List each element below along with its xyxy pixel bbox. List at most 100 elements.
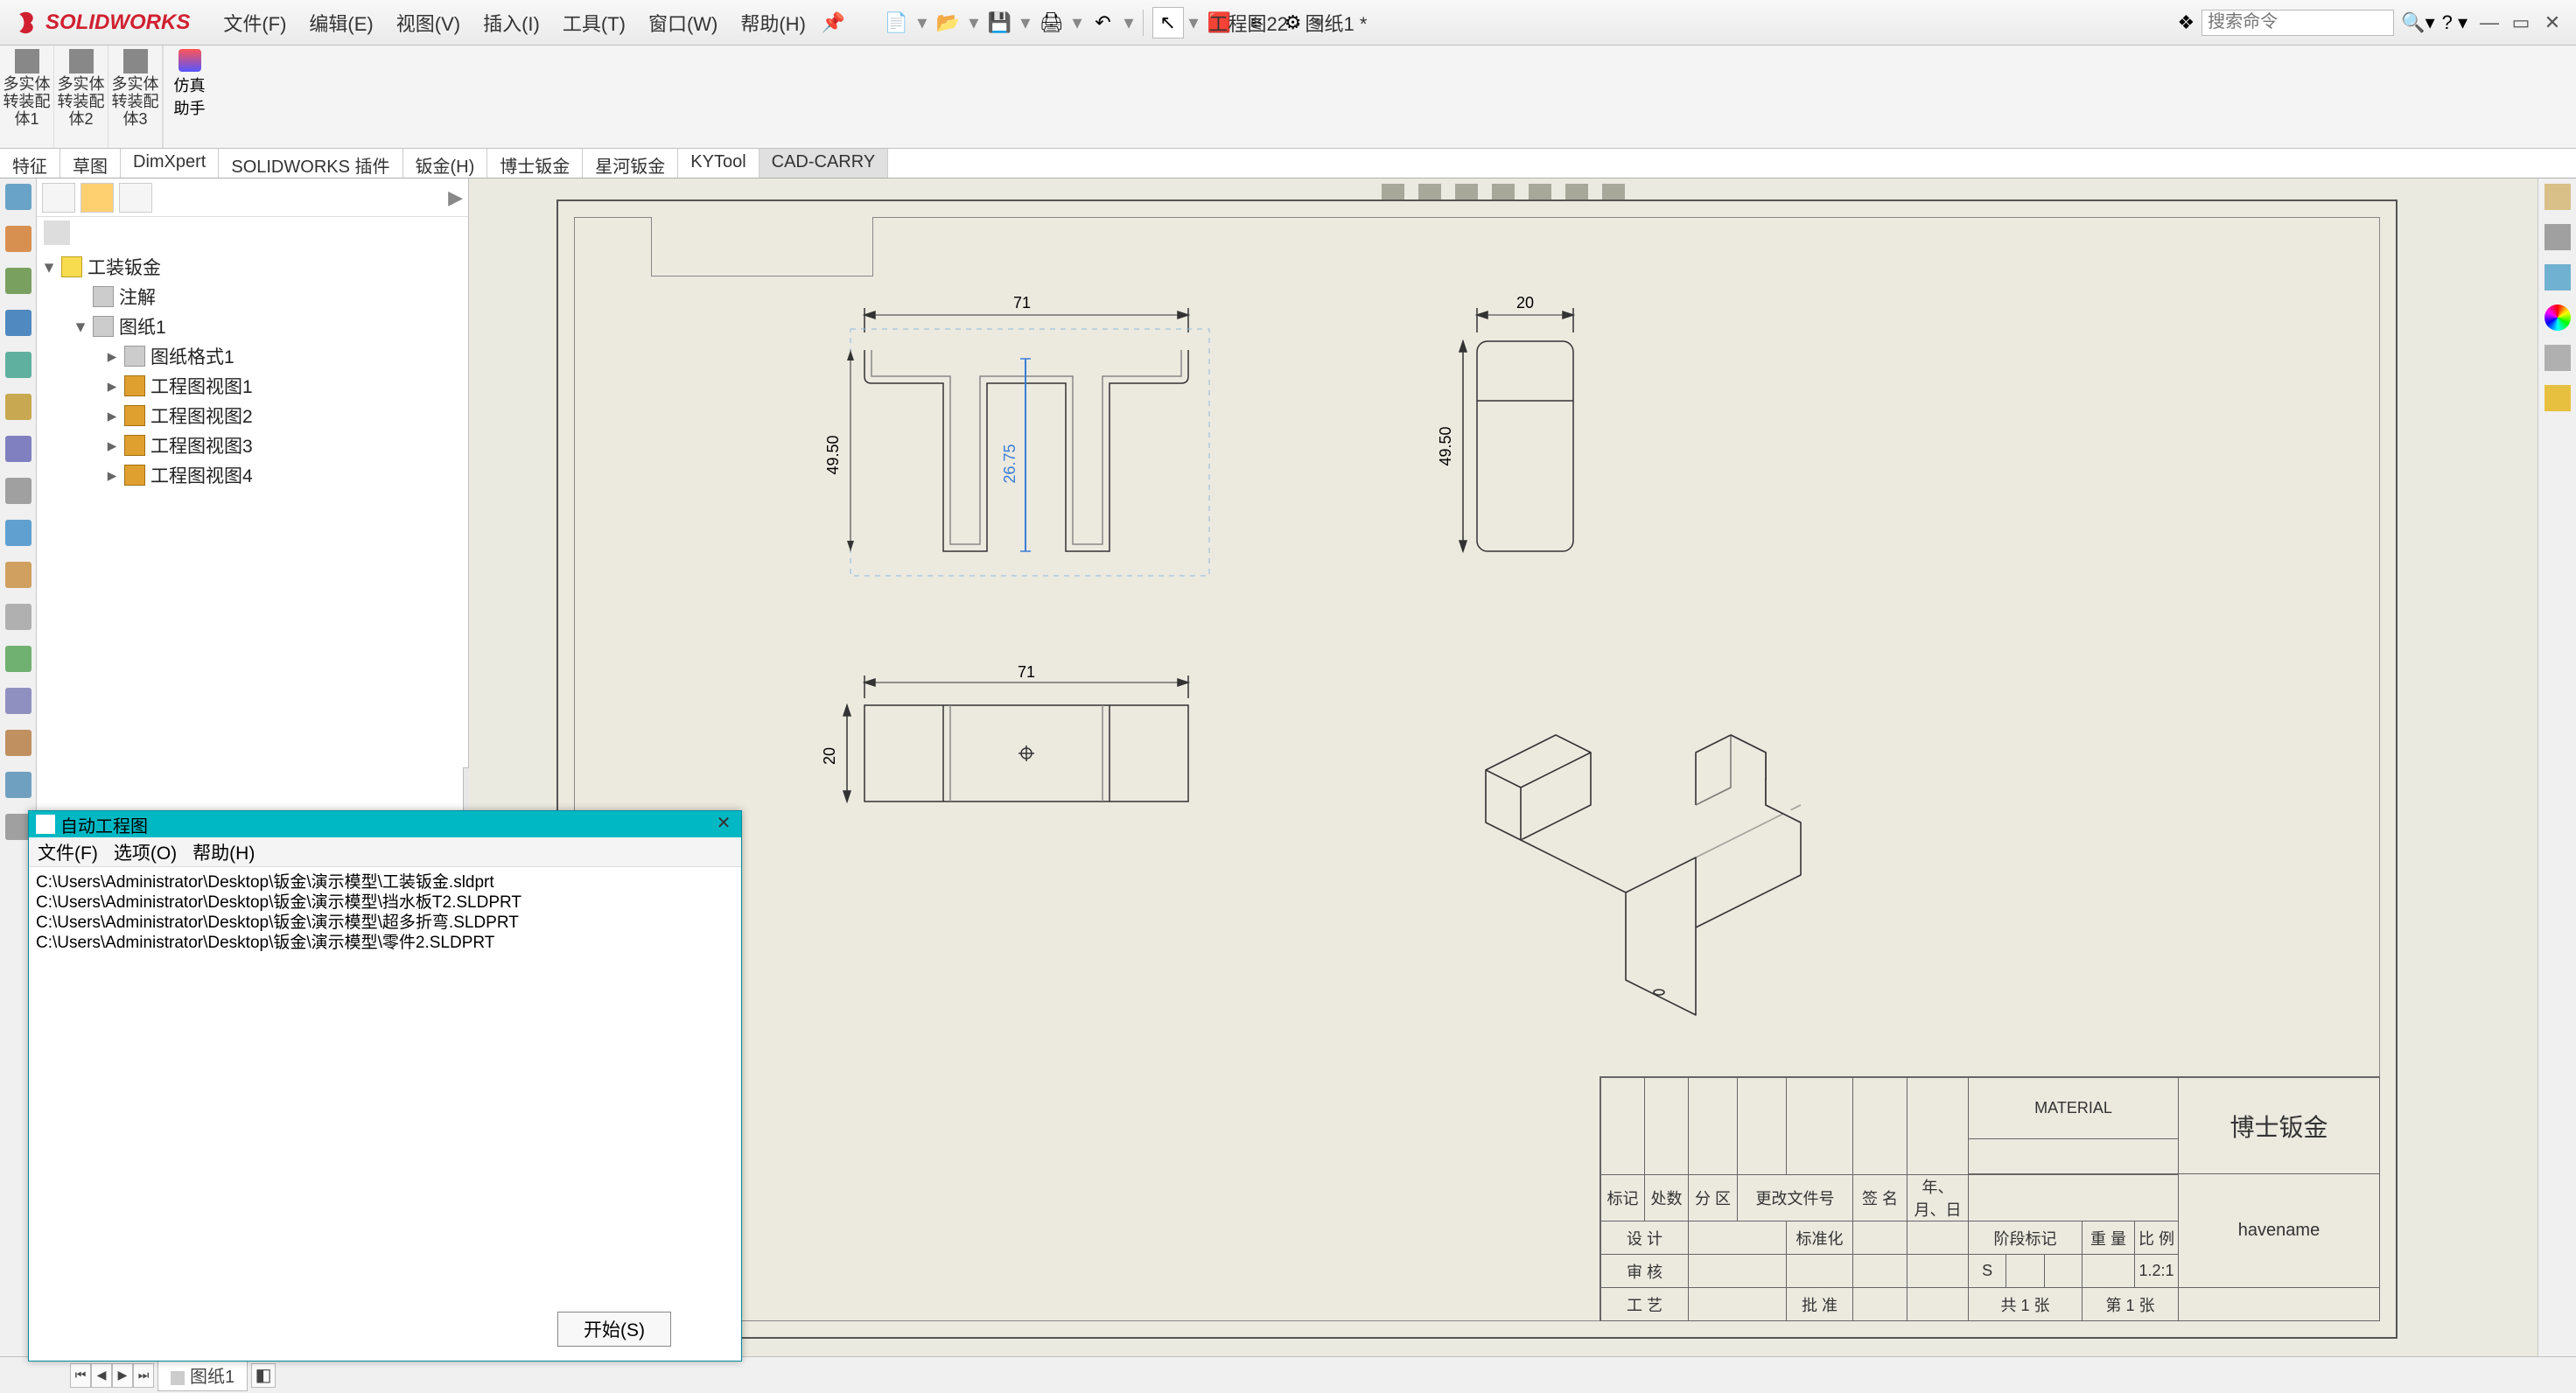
tree-format[interactable]: ▸图纸格式1 — [42, 341, 463, 371]
menu-edit[interactable]: 编辑(E) — [302, 5, 380, 40]
tree-root[interactable]: ▾工装钣金 — [42, 252, 463, 282]
palette-icon[interactable] — [2544, 304, 2571, 331]
main-menu: 文件(F) 编辑(E) 视图(V) 插入(I) 工具(T) 窗口(W) 帮助(H… — [216, 5, 813, 40]
brand-text: SOLIDWORKS — [46, 10, 190, 35]
layers-icon[interactable] — [2544, 224, 2571, 250]
dialog-start-button[interactable]: 开始(S) — [557, 1312, 671, 1347]
undo-icon[interactable]: ↶ — [1088, 7, 1119, 38]
tree-header: ▶ — [37, 178, 468, 217]
new-icon[interactable]: 📄 — [880, 7, 912, 38]
ribbon-group-2[interactable]: 多实体 转装配 体2 — [54, 46, 108, 148]
tab-doctor[interactable]: 博士钣金 — [487, 149, 583, 178]
dialog-icon — [36, 815, 55, 834]
appearance-icon[interactable] — [2544, 264, 2571, 290]
tree-view-2[interactable]: ▸工程图视图2 — [42, 401, 463, 430]
view-icon — [124, 465, 145, 486]
rail-icon[interactable] — [5, 436, 32, 462]
ribbon-simulation[interactable]: 仿真 助手 — [163, 46, 215, 148]
help-icon[interactable]: ? ▾ — [2442, 11, 2468, 34]
sheet-tabs: ⏮ ◀ ▶ ⏭ 图纸1 ◧ — [70, 1357, 276, 1393]
front-view: 71 49.50 26.75 — [812, 289, 1214, 586]
ribbon-group-1[interactable]: 多实体 转装配 体1 — [0, 46, 54, 148]
tree-tab-3[interactable] — [119, 183, 152, 213]
tree-sheet[interactable]: ▾图纸1 — [42, 312, 463, 341]
rail-icon[interactable] — [5, 352, 32, 378]
tab-xinghe[interactable]: 星河钣金 — [583, 149, 678, 178]
rail-icon[interactable] — [5, 226, 32, 252]
save-icon[interactable]: 💾 — [984, 7, 1015, 38]
menu-tools[interactable]: 工具(T) — [556, 5, 633, 40]
rail-icon[interactable] — [5, 184, 32, 210]
svg-text:20: 20 — [1516, 294, 1534, 312]
rail-icon[interactable] — [5, 268, 32, 294]
svg-text:49.50: 49.50 — [1437, 426, 1454, 466]
select-icon[interactable]: ↖ — [1152, 7, 1184, 38]
drawing-canvas[interactable]: 71 49.50 26.75 20 49.50 — [469, 178, 2538, 1356]
tab-dimxpert[interactable]: DimXpert — [121, 149, 219, 178]
rail-icon[interactable] — [5, 772, 32, 798]
tree-tab-2[interactable] — [80, 183, 114, 213]
rail-icon[interactable] — [5, 646, 32, 672]
notes-icon — [93, 286, 114, 307]
maximize-button[interactable]: ▭ — [2506, 10, 2536, 35]
tree-view-1[interactable]: ▸工程图视图1 — [42, 371, 463, 401]
tree-filter — [37, 217, 468, 248]
menu-insert[interactable]: 插入(I) — [476, 5, 547, 40]
sheet-last-icon[interactable]: ⏭ — [133, 1363, 154, 1388]
rail-icon[interactable] — [5, 520, 32, 546]
menu-view[interactable]: 视图(V) — [389, 5, 467, 40]
close-button[interactable]: ✕ — [2538, 10, 2567, 35]
tree-expand-icon[interactable]: ▶ — [448, 186, 463, 209]
tree-view-4[interactable]: ▸工程图视图4 — [42, 460, 463, 490]
dialog-menu-help[interactable]: 帮助(H) — [192, 839, 255, 865]
minimize-button[interactable]: — — [2474, 10, 2504, 35]
menu-file[interactable]: 文件(F) — [216, 5, 293, 40]
pin-icon[interactable]: 📌 — [822, 11, 845, 34]
sheet-tab-1[interactable]: 图纸1 — [158, 1359, 248, 1391]
sheet-add-icon[interactable]: ◧ — [251, 1363, 276, 1388]
sheet-first-icon[interactable]: ⏮ — [70, 1363, 91, 1388]
rail-icon[interactable] — [5, 478, 32, 504]
dialog-menu-file[interactable]: 文件(F) — [38, 839, 98, 865]
tree-tab-1[interactable] — [42, 183, 75, 213]
print-icon[interactable]: 🖨 — [1035, 7, 1067, 38]
dialog-menu-options[interactable]: 选项(O) — [114, 839, 177, 865]
tab-features[interactable]: 特征 — [0, 149, 60, 178]
rail-icon[interactable] — [5, 814, 32, 840]
menu-help[interactable]: 帮助(H) — [733, 5, 813, 40]
dialog-menu: 文件(F) 选项(O) 帮助(H) — [29, 837, 741, 867]
search-input[interactable] — [2202, 10, 2394, 36]
tab-addins[interactable]: SOLIDWORKS 插件 — [219, 149, 402, 178]
filter-icon[interactable] — [44, 220, 70, 245]
tb-havename: havename — [2179, 1174, 2380, 1288]
rail-icon[interactable] — [5, 310, 32, 336]
ribbon-group-3[interactable]: 多实体 转装配 体3 — [108, 46, 163, 148]
tree-view-3[interactable]: ▸工程图视图3 — [42, 430, 463, 460]
lock-icon[interactable] — [2544, 385, 2571, 411]
tab-sketch[interactable]: 草图 — [60, 149, 121, 178]
dialog-titlebar[interactable]: 自动工程图 ✕ — [29, 811, 741, 837]
multibody-icon — [15, 49, 39, 74]
dialog-close-button[interactable]: ✕ — [706, 811, 741, 837]
search-icon[interactable]: 🔍▾ — [2401, 11, 2434, 34]
props-icon[interactable] — [2544, 345, 2571, 371]
rail-icon[interactable] — [5, 604, 32, 630]
rail-icon[interactable] — [5, 730, 32, 756]
sheet-prev-icon[interactable]: ◀ — [91, 1363, 112, 1388]
home-icon[interactable] — [2544, 184, 2571, 210]
open-icon[interactable]: 📂 — [932, 7, 963, 38]
auto-drawing-dialog: 自动工程图 ✕ 文件(F) 选项(O) 帮助(H) C:\Users\Admin… — [28, 810, 742, 1362]
sheet-next-icon[interactable]: ▶ — [112, 1363, 133, 1388]
rail-icon[interactable] — [5, 394, 32, 420]
sim-icon — [178, 49, 201, 72]
rail-icon[interactable] — [5, 562, 32, 588]
menu-window[interactable]: 窗口(W) — [641, 5, 724, 40]
tab-kytool[interactable]: KYTool — [678, 149, 759, 178]
plan-view: 71 20 — [812, 665, 1214, 840]
tab-sheetmetal[interactable]: 钣金(H) — [403, 149, 488, 178]
rail-icon[interactable] — [5, 688, 32, 714]
sheet-icon — [93, 316, 114, 337]
tree-notes[interactable]: 注解 — [42, 282, 463, 312]
tab-cadcarry[interactable]: CAD-CARRY — [760, 149, 889, 178]
title-block: MATERIAL 博士钣金 havename 标记 处数 分 区 更改文件号 签… — [1600, 1076, 2380, 1321]
